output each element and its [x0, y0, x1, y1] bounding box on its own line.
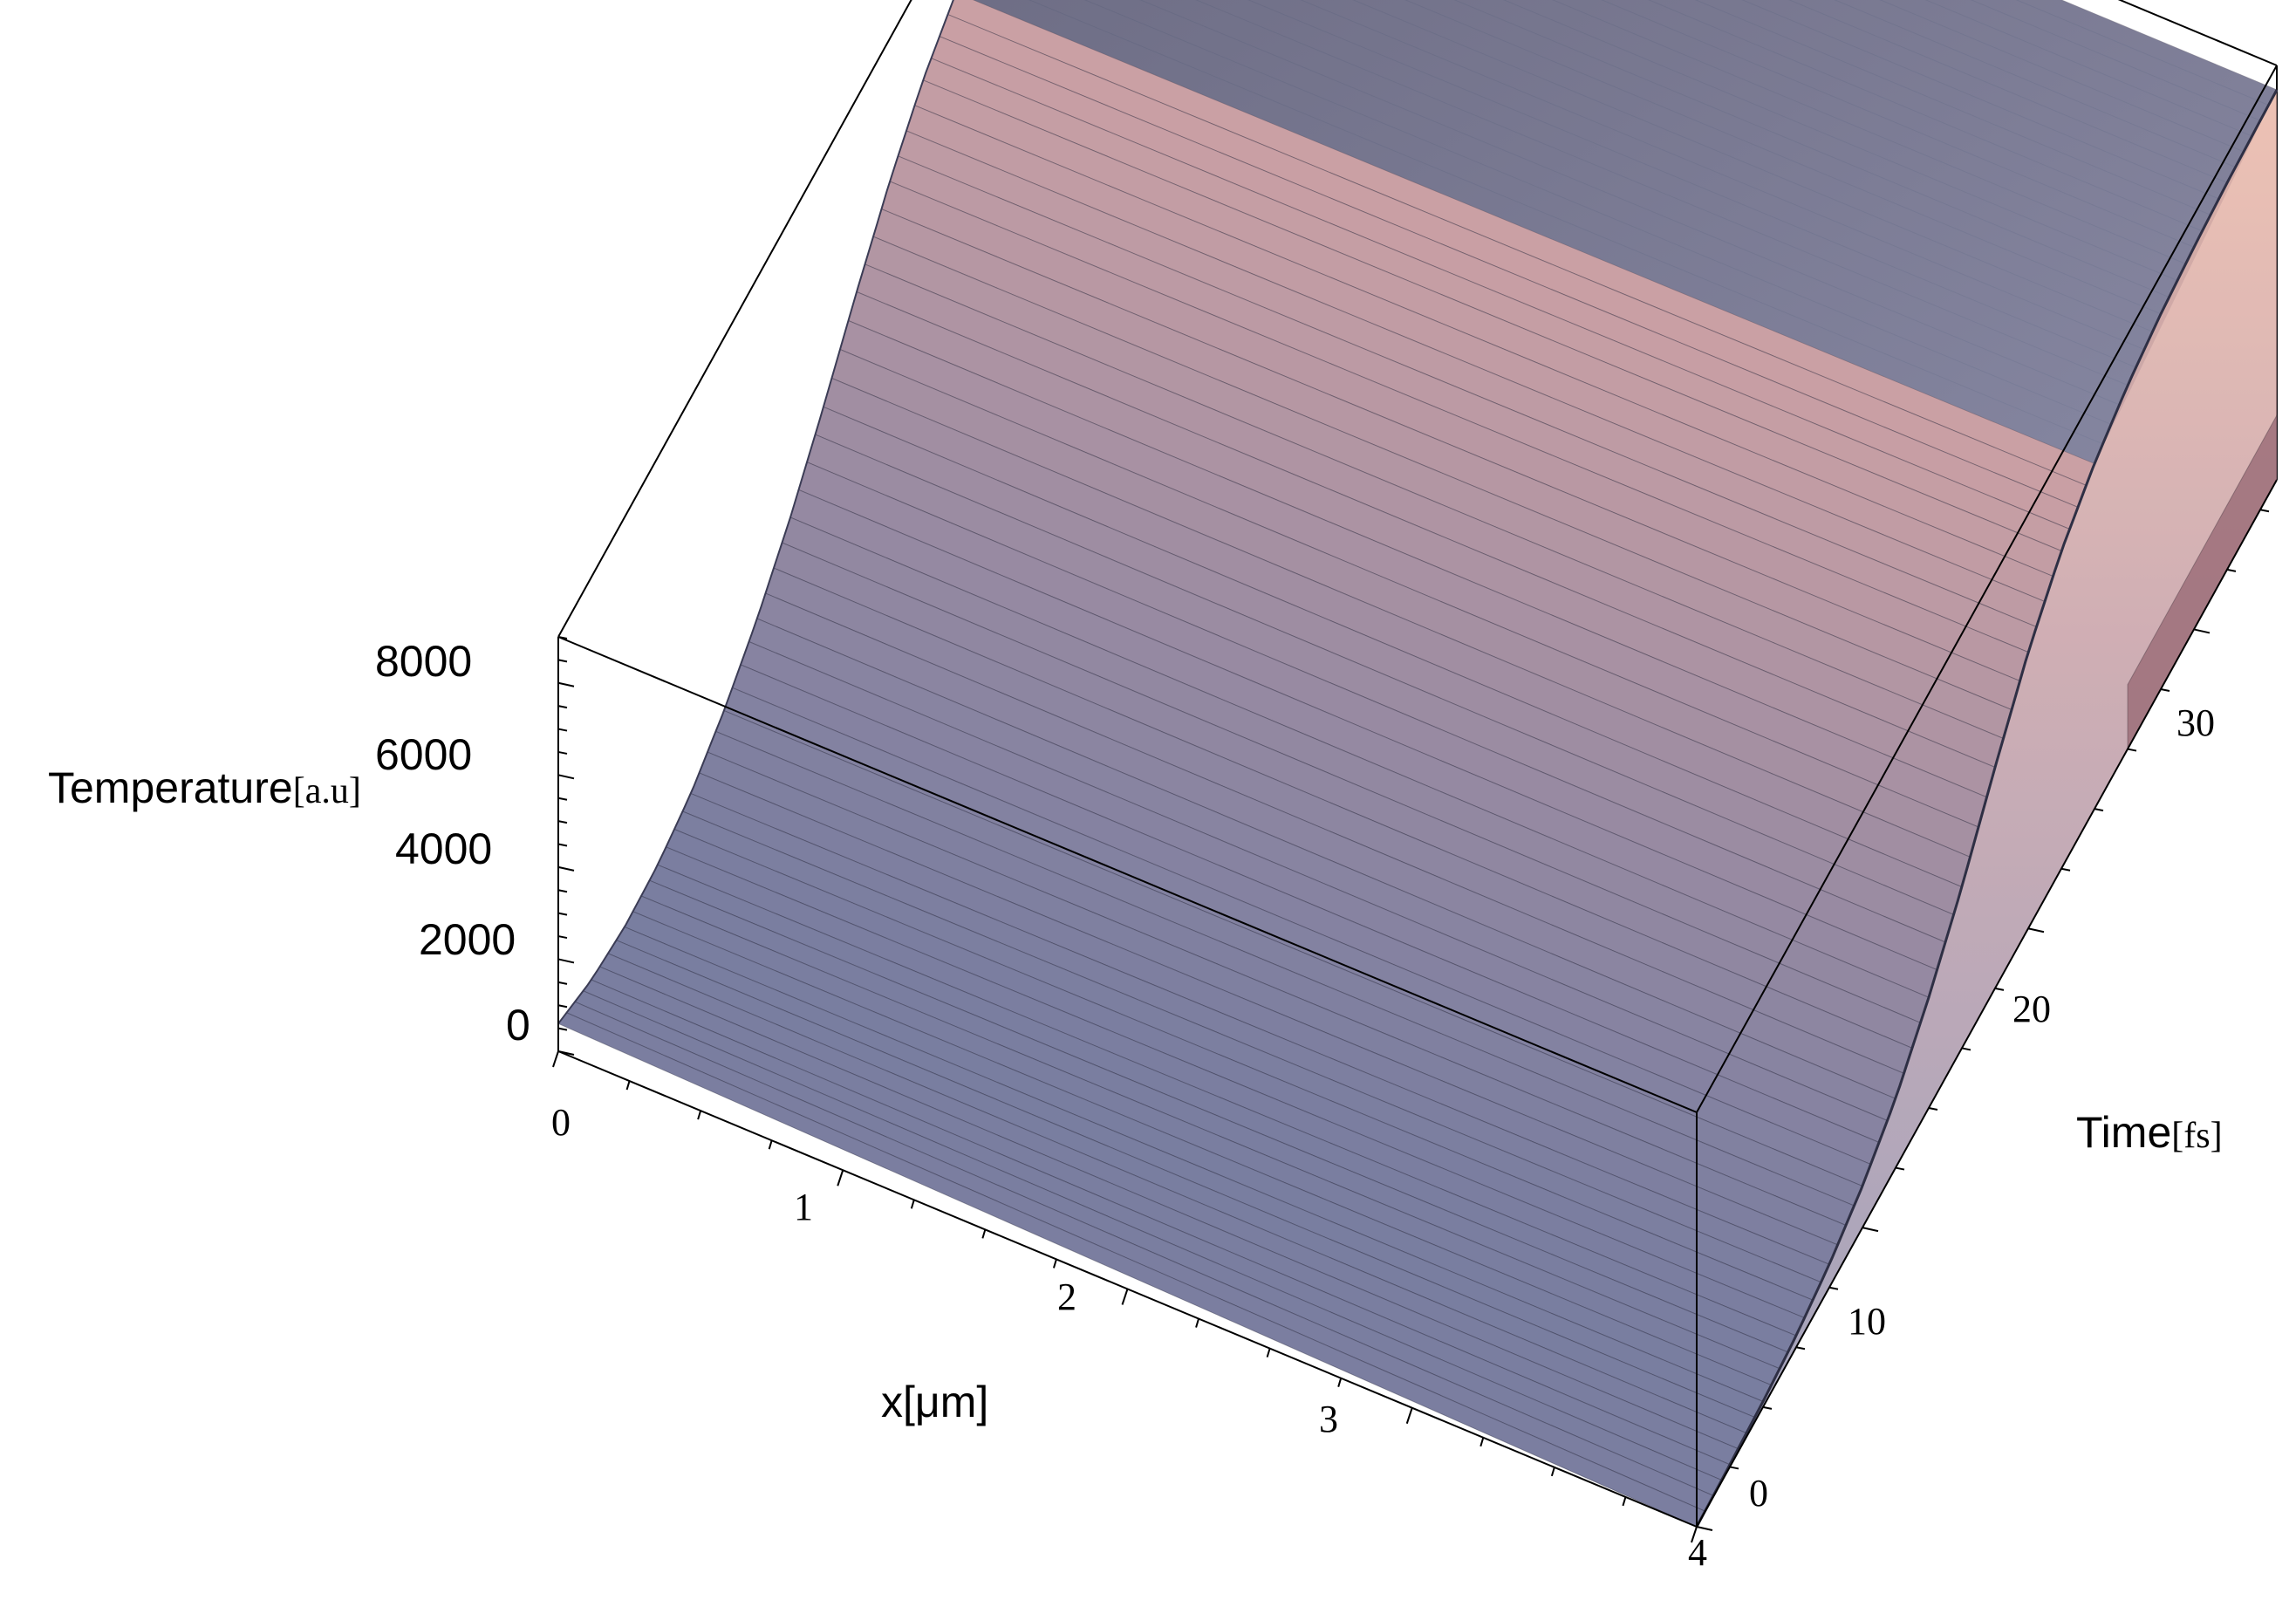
x-tick-mark: [981, 1229, 987, 1239]
surface-top-plateau: [974, 0, 2277, 464]
t-tick-mark: [2259, 509, 2270, 513]
x-axis-label: x[μm]: [881, 1380, 988, 1424]
x-tick-mark: [1479, 1437, 1485, 1447]
x-axis-unit: [μm]: [903, 1378, 989, 1426]
x-tick-1: 1: [794, 1186, 813, 1228]
t-tick-mark: [1795, 1346, 1806, 1351]
z-tick-mark: [557, 774, 575, 780]
t-tick-mark: [1994, 987, 2005, 991]
t-tick-mark: [1696, 1526, 1713, 1531]
t-tick-mark: [1762, 1405, 1773, 1410]
z-tick-mark: [557, 705, 568, 709]
x-tick-mark: [1337, 1378, 1343, 1387]
z-tick-mark: [557, 958, 575, 964]
z-tick-mark: [557, 820, 568, 824]
t-tick-10: 10: [1848, 1300, 1886, 1343]
z-axis-title: Temperature: [48, 763, 293, 812]
z-tick-8000: 8000: [375, 637, 473, 686]
t-tick-mark: [2027, 927, 2045, 933]
x-tick-mark: [1405, 1407, 1413, 1425]
surface-ridge-line: [1695, 89, 2279, 1528]
t-tick-mark: [1862, 1227, 1879, 1233]
t-tick-mark: [1961, 1047, 1971, 1051]
x-tick-mark: [552, 1050, 559, 1068]
t-tick-20: 20: [2012, 988, 2051, 1030]
x-tick-mark: [1622, 1496, 1627, 1507]
x-tick-mark: [1691, 1526, 1698, 1543]
surface-left-edge-line: [557, 0, 954, 1024]
x-axis-title: x: [881, 1378, 903, 1426]
z-tick-mark: [557, 1004, 568, 1009]
x-tick-mark: [1266, 1348, 1271, 1357]
box-edge-top-right: [1696, 65, 2278, 1113]
z-tick-mark: [557, 1027, 568, 1031]
z-axis-unit: [a.u]: [292, 771, 361, 811]
z-tick-mark: [557, 636, 568, 639]
x-tick-4: 4: [1688, 1531, 1707, 1574]
z-tick-mark: [557, 728, 568, 732]
box-edge-top-front: [557, 636, 1698, 1113]
t-axis-unit: [fs]: [2171, 1116, 2223, 1156]
x-tick-mark: [697, 1110, 702, 1120]
z-tick-mark: [557, 981, 568, 985]
z-axis-label: Temperature[a.u]: [48, 766, 361, 810]
t-tick-mark: [2226, 568, 2237, 572]
z-tick-mark: [557, 681, 575, 687]
z-tick-mark: [557, 843, 568, 847]
t-axis-title: Time: [2076, 1108, 2172, 1157]
box-edge-top-left: [557, 0, 912, 638]
t-tick-mark: [2060, 867, 2071, 872]
t-tick-mark: [1729, 1466, 1739, 1470]
t-tick-mark: [1828, 1286, 1839, 1290]
x-tick-2: 2: [1057, 1275, 1076, 1318]
x-tick-mark: [837, 1169, 844, 1186]
x-tick-mark: [1195, 1318, 1200, 1328]
t-tick-mark: [2127, 748, 2137, 752]
x-tick-mark: [1121, 1289, 1129, 1305]
z-tick-0: 0: [506, 1001, 530, 1050]
z-tick-2000: 2000: [419, 915, 516, 964]
z-tick-mark: [557, 935, 568, 940]
z-tick-mark: [557, 750, 568, 755]
z-tick-mark: [557, 912, 568, 916]
z-tick-mark: [557, 797, 568, 801]
z-tick-mark: [557, 659, 568, 663]
t-axis-label: Time[fs]: [2076, 1111, 2223, 1154]
z-tick-mark: [557, 1050, 575, 1056]
z-tick-6000: 6000: [375, 730, 473, 779]
box-edge-right-bottom: [1696, 479, 2278, 1528]
x-tick-3: 3: [1319, 1398, 1338, 1440]
t-tick-0: 0: [1749, 1472, 1768, 1515]
t-tick-mark: [1928, 1107, 1938, 1111]
t-tick-mark: [2160, 688, 2170, 692]
t-tick-mark: [2193, 628, 2211, 634]
t-tick-mark: [1895, 1166, 1905, 1171]
x-tick-mark: [1550, 1467, 1555, 1477]
x-tick-mark: [1052, 1259, 1057, 1269]
x-tick-mark: [625, 1080, 631, 1091]
z-tick-mark: [557, 889, 568, 893]
z-tick-mark: [557, 865, 575, 872]
x-tick-mark: [768, 1139, 773, 1150]
z-tick-4000: 4000: [395, 824, 493, 873]
t-tick-30: 30: [2176, 701, 2215, 744]
x-tick-0: 0: [551, 1101, 571, 1144]
t-tick-mark: [2094, 808, 2104, 812]
x-tick-mark: [910, 1200, 915, 1209]
